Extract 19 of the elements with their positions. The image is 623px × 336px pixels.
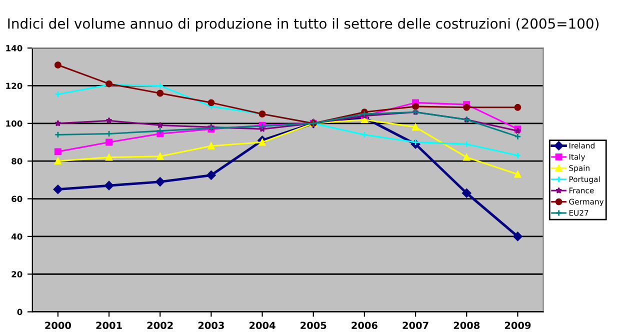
x-tick-label: 2003 bbox=[198, 322, 224, 330]
x-tick-label: 2008 bbox=[454, 322, 480, 330]
y-tick-label: 140 bbox=[6, 45, 22, 52]
y-tick-label: 100 bbox=[6, 120, 22, 127]
y-tick-label: 80 bbox=[12, 158, 22, 164]
x-tick-label: 2004 bbox=[250, 322, 276, 330]
x-tick-label: 2007 bbox=[402, 322, 428, 330]
x-tick-label: 2002 bbox=[147, 322, 173, 330]
y-tick-label: 120 bbox=[6, 82, 22, 90]
x-tick-label: 2009 bbox=[504, 322, 531, 330]
x-tick-label: 2005 bbox=[300, 322, 326, 330]
y-tick-label: 20 bbox=[12, 271, 22, 278]
y-tick-label: 0 bbox=[17, 308, 22, 316]
x-tick-label: 2006 bbox=[352, 322, 378, 330]
x-tick-label: 2001 bbox=[96, 322, 122, 330]
x-tick-label: 2000 bbox=[45, 322, 72, 330]
y-tick-label: 60 bbox=[12, 196, 22, 202]
chart-title: Indici del volume annuo di produzione in tutto il settore delle costruzioni (2005=100) bbox=[8, 18, 599, 32]
y-tick-label: 40 bbox=[11, 233, 22, 240]
